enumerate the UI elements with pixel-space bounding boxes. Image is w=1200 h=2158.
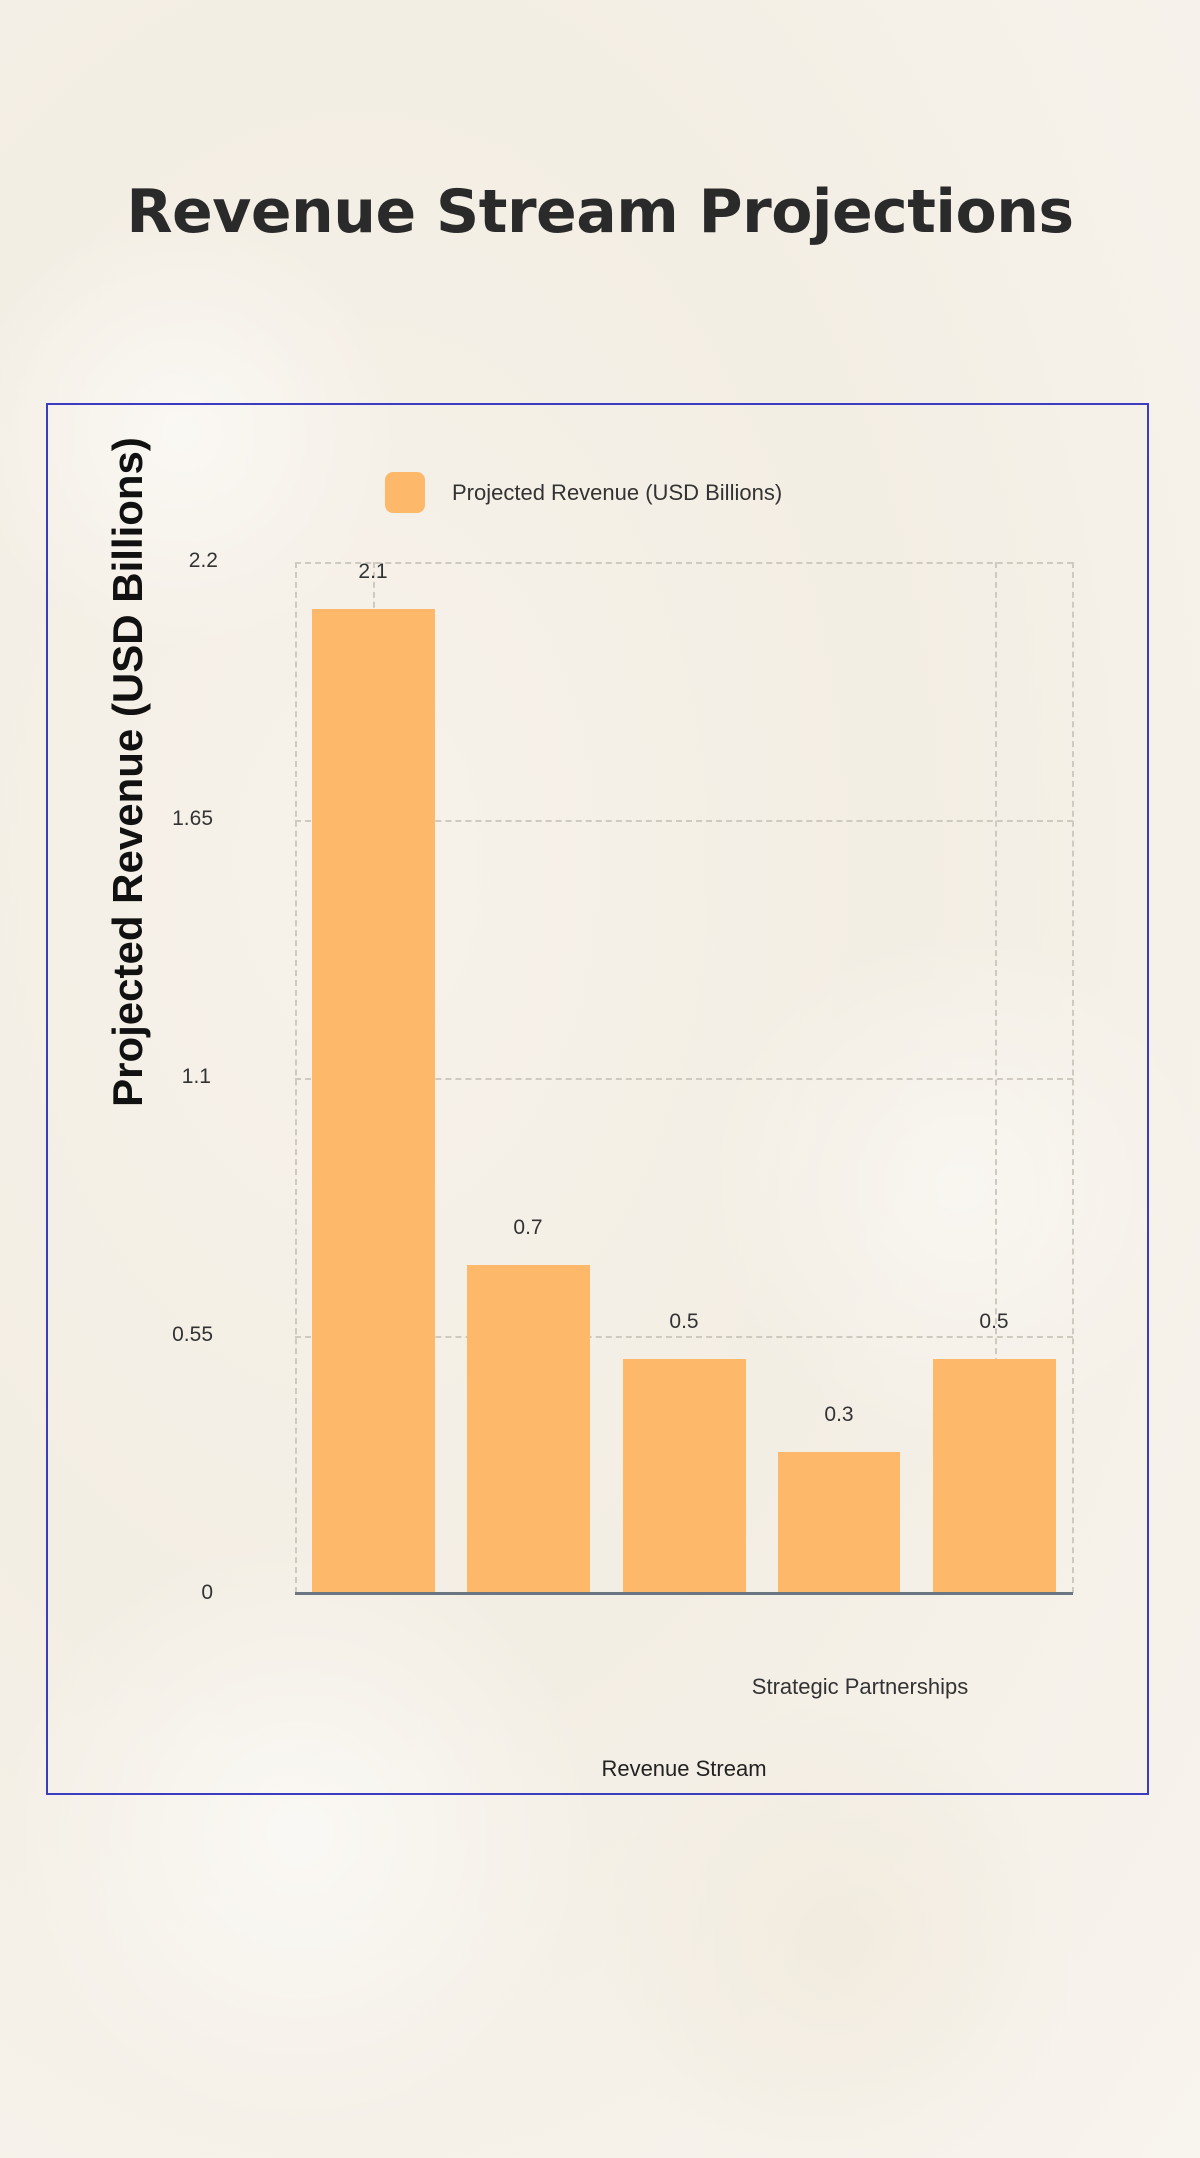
y-tick-label: 2.2 [188, 549, 218, 572]
bar-value-label: 0.5 [979, 1310, 1009, 1333]
legend-label: Projected Revenue (USD Billions) [452, 479, 783, 505]
x-axis-line [295, 1592, 1073, 1595]
y-tick-label: 0 [201, 1581, 213, 1604]
y-axis-title: Projected Revenue (USD Billions) [104, 437, 151, 1107]
bar-value-label: 0.5 [669, 1310, 699, 1333]
gridline-horizontal [295, 820, 1073, 822]
chart-frame [46, 403, 1149, 1795]
bar[interactable] [467, 1265, 590, 1593]
gridline-horizontal [295, 1078, 1073, 1080]
gridline-vertical [995, 562, 997, 1593]
gridline-horizontal [295, 562, 1073, 564]
page-title: Revenue Stream Projections [126, 177, 1074, 248]
bar-value-label: 0.7 [513, 1216, 543, 1239]
y-tick-label: 1.65 [172, 807, 213, 830]
bar[interactable] [623, 1359, 746, 1593]
y-tick-label: 1.1 [181, 1065, 211, 1088]
bar-value-label: 2.1 [358, 560, 388, 583]
x-axis-title: Revenue Stream [601, 1756, 767, 1781]
bar[interactable] [933, 1359, 1056, 1593]
gridline-horizontal [295, 1336, 1073, 1338]
bar-value-label: 0.3 [824, 1403, 854, 1426]
gridline-vertical [1072, 562, 1074, 1593]
y-tick-label: 0.55 [172, 1323, 213, 1346]
legend-swatch [385, 472, 425, 513]
gridline-vertical [295, 562, 297, 1593]
bar-strategic-partnerships[interactable] [778, 1452, 900, 1593]
legend: Projected Revenue (USD Billions) [385, 472, 782, 513]
x-tick-label: Strategic Partnerships [751, 1674, 969, 1699]
bar[interactable] [312, 609, 435, 1593]
